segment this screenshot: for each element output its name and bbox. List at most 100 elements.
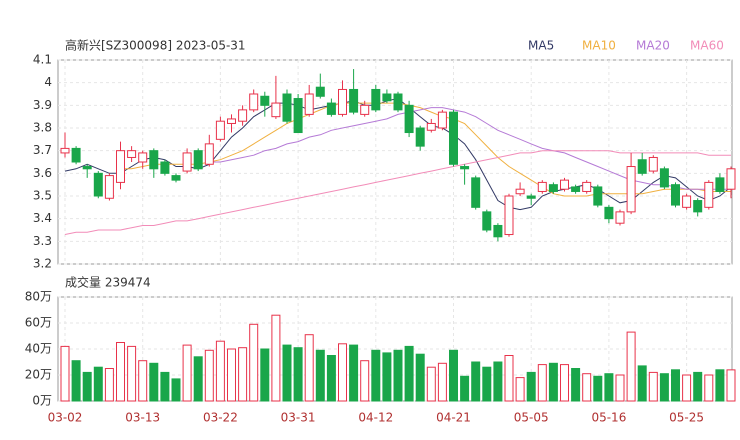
volume-bar — [360, 360, 370, 402]
volume-bar — [404, 345, 414, 402]
candle-body — [182, 152, 192, 172]
candle-body — [659, 168, 669, 188]
volume-bar — [71, 360, 81, 402]
candle-body — [604, 206, 614, 220]
candle-body — [60, 147, 70, 154]
volume-bar — [138, 360, 148, 402]
candle-body — [71, 147, 81, 163]
y-tick-label: 3.8 — [33, 121, 52, 135]
candle-body — [526, 195, 536, 199]
volume-bar — [116, 342, 125, 402]
candle-body — [493, 224, 503, 238]
candle-body — [293, 98, 303, 134]
y-tick-label: 3.3 — [33, 234, 52, 248]
candle-body — [171, 175, 181, 181]
candle-body — [249, 93, 259, 111]
volume-bar — [482, 366, 492, 402]
candle-body — [304, 93, 314, 115]
candle-body — [338, 88, 347, 115]
candle-body — [193, 150, 203, 170]
volume-bar — [149, 362, 159, 402]
chart-title: 高新兴[SZ300098] 2023-05-31 — [65, 38, 246, 53]
volume-bar — [671, 369, 680, 402]
candle-body — [349, 88, 359, 113]
legend-label: MA10 — [582, 39, 616, 53]
volume-bar — [659, 373, 669, 402]
volume-bar — [349, 344, 359, 402]
volume-bar — [215, 340, 225, 402]
volume-bar — [182, 344, 192, 402]
y-tick-label: 0万 — [32, 394, 52, 408]
candle-body — [93, 172, 103, 197]
candle-body — [227, 118, 236, 124]
candle-body — [704, 181, 714, 208]
candle-body — [393, 93, 403, 111]
volume-bar — [571, 368, 581, 402]
legend-label: MA5 — [528, 39, 554, 53]
candle-body — [104, 175, 114, 199]
y-tick-label: 3.7 — [33, 143, 52, 157]
volume-bar — [382, 352, 392, 402]
candle-body — [371, 88, 381, 111]
candle-body — [282, 93, 292, 122]
legend-label: MA60 — [690, 39, 724, 53]
volume-bar — [515, 377, 525, 402]
candle-body — [715, 177, 725, 192]
candle-body — [404, 104, 414, 134]
volume-bar — [60, 345, 70, 402]
volume-bar — [582, 373, 592, 402]
y-tick-label: 40万 — [25, 342, 52, 356]
candle-body — [726, 168, 736, 190]
volume-bar — [204, 349, 214, 402]
candle-body — [138, 152, 148, 163]
candle-body — [560, 179, 569, 190]
candle-body — [415, 127, 425, 147]
volume-bar — [460, 375, 470, 402]
candle-body — [127, 150, 137, 158]
y-tick-label: 3.2 — [33, 257, 52, 271]
x-tick-label: 05-16 — [591, 411, 626, 425]
candle-body — [215, 120, 225, 140]
volume-bar — [304, 334, 314, 402]
candle-body — [82, 166, 92, 170]
volume-bar — [704, 374, 714, 402]
candle-body — [426, 122, 436, 131]
volume-bar — [693, 371, 703, 402]
x-tick-label: 05-25 — [669, 411, 704, 425]
candle-body — [160, 161, 170, 174]
candle-body — [693, 200, 703, 213]
volume-bar — [93, 366, 103, 402]
volume-bar — [426, 366, 436, 402]
x-tick-label: 03-02 — [48, 411, 83, 425]
volume-bar — [560, 364, 569, 402]
y-tick-label: 3.5 — [33, 189, 52, 203]
candle-body — [382, 93, 392, 102]
volume-bar — [171, 378, 181, 402]
candle-body — [449, 111, 458, 165]
x-tick-label: 03-13 — [125, 411, 160, 425]
volume-bar — [82, 371, 92, 402]
volume-bar — [282, 344, 292, 402]
volume-bar — [626, 331, 636, 402]
volume-bar — [493, 361, 503, 402]
candle-body — [260, 95, 270, 106]
x-tick-label: 04-12 — [358, 411, 393, 425]
candle-body — [271, 102, 281, 118]
volume-bar — [615, 374, 625, 402]
volume-bar — [637, 365, 647, 402]
candle-body — [548, 184, 558, 192]
x-tick-label: 04-21 — [436, 411, 471, 425]
candle-body — [437, 111, 447, 129]
volume-bar — [471, 361, 481, 402]
volume-bar — [526, 371, 536, 402]
y-tick-label: 3.9 — [33, 98, 52, 112]
candle-body — [482, 211, 492, 231]
candle-body — [149, 150, 159, 170]
candle-body — [648, 156, 658, 172]
x-tick-label: 03-22 — [203, 411, 238, 425]
y-tick-label: 3.6 — [33, 166, 52, 180]
y-tick-label: 3.4 — [33, 211, 52, 225]
volume-bar — [548, 362, 558, 402]
volume-bar — [593, 375, 603, 402]
